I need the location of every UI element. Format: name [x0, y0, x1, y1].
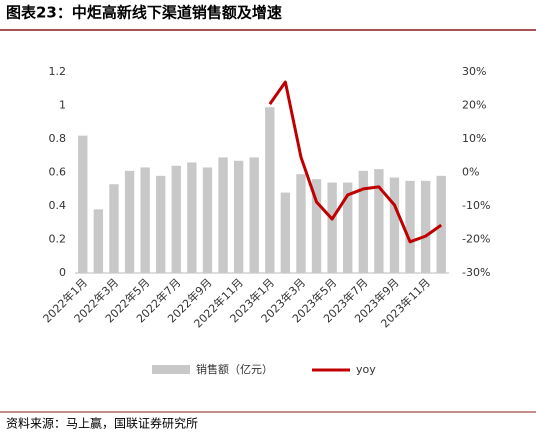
bar	[109, 184, 119, 273]
legend-label: yoy	[356, 363, 376, 376]
y-tick-label: 1.2	[49, 65, 67, 78]
bar	[187, 162, 197, 273]
legend-label: 销售额（亿元）	[196, 362, 273, 376]
y-tick-label: 0	[59, 266, 66, 279]
bar	[93, 209, 104, 273]
y2-tick-label: -20%	[462, 233, 490, 246]
source: 资料来源：马上赢，国联证券研究所	[6, 416, 198, 431]
y2-tick-label: 30%	[462, 65, 486, 78]
y2-tick-label: 10%	[462, 132, 486, 145]
y-tick-label: 0.4	[49, 199, 67, 212]
bar	[296, 174, 306, 273]
bar	[389, 177, 400, 273]
y-tick-label: 0.6	[49, 166, 67, 179]
bar	[436, 175, 446, 273]
bar	[311, 179, 322, 273]
y2-tick-label: 0%	[462, 166, 479, 179]
bar	[249, 157, 259, 273]
bar	[202, 167, 213, 273]
bar	[405, 180, 415, 273]
y2-tick-label: -10%	[462, 199, 490, 212]
bar	[171, 165, 181, 273]
bar	[156, 175, 166, 273]
chart-title: 图表23：中炬高新线下渠道销售额及增速	[6, 4, 282, 22]
y-tick-label: 1	[59, 99, 66, 112]
bar	[343, 182, 353, 273]
bar	[233, 160, 244, 273]
line	[268, 80, 443, 244]
bar	[358, 170, 368, 273]
y-tick-label: 0.2	[49, 233, 67, 246]
bar	[374, 169, 384, 273]
bar	[265, 107, 275, 273]
bar	[327, 182, 337, 273]
bar	[218, 157, 228, 273]
bar	[78, 135, 88, 273]
bar	[124, 170, 135, 273]
bar	[420, 180, 431, 273]
bar	[140, 167, 150, 273]
bar	[280, 192, 291, 273]
y2-tick-label: 20%	[462, 99, 486, 112]
y2-tick-label: -30%	[462, 266, 490, 279]
y-tick-label: 0.8	[49, 132, 67, 145]
legend-swatch	[152, 365, 190, 374]
